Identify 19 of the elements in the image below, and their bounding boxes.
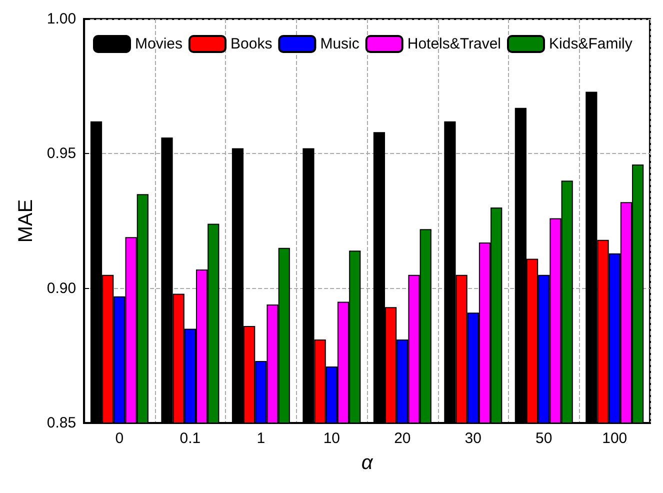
legend-label: Music [320,36,360,52]
x-tick-label: 100 [602,430,628,447]
x-tick-label: 20 [394,430,411,447]
legend-label: Books [230,36,272,52]
x-tick-label: 30 [464,430,482,447]
x-tick-label: 10 [323,430,340,447]
x-tick-label: 1 [256,430,266,447]
y-tick-label: 1.00 [46,10,76,28]
y-tick-label: 0.90 [46,280,76,297]
legend-label: Movies [135,36,183,52]
y-tick-label: 0.95 [46,145,76,162]
x-axis-title: α [361,452,374,474]
legend-label: Kids&Family [549,36,633,52]
y-tick-label: 0.85 [46,414,76,432]
x-tick-label: 0.1 [180,430,201,447]
y-axis-title: MAE [15,199,37,243]
x-tick-label: 0 [115,430,124,447]
legend-label: Hotels&Travel [407,36,502,52]
x-tick-label: 50 [536,430,552,447]
